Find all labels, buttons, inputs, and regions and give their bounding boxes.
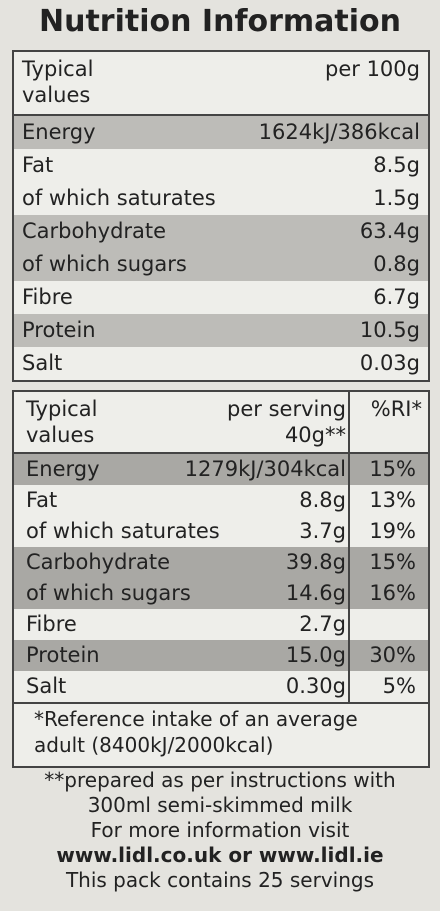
nutrient: Fat bbox=[22, 153, 54, 177]
ri: 13% bbox=[369, 488, 416, 512]
value: 0.30g bbox=[285, 674, 346, 698]
nutrient-row: Salt 0.30g 5% bbox=[14, 671, 428, 702]
value: 14.6g bbox=[285, 581, 346, 605]
note: This pack contains 25 servings bbox=[65, 868, 375, 892]
nutrient: Fat bbox=[26, 488, 58, 512]
value: 3.7g bbox=[299, 519, 346, 543]
nutrient: Fibre bbox=[26, 612, 77, 636]
value: 6.7g bbox=[373, 285, 420, 309]
note: For more information visit bbox=[90, 818, 350, 842]
value: 10.5g bbox=[359, 318, 420, 342]
nutrient-row: Carbohydrate 39.8g 15% bbox=[14, 547, 428, 578]
header-row: Typical values per serving 40g** %RI* bbox=[14, 392, 428, 452]
nutrient: of which saturates bbox=[26, 519, 220, 543]
value: 63.4g bbox=[359, 219, 420, 243]
footnote: *Reference intake of an average adult (8… bbox=[34, 707, 358, 757]
value: 1624kJ/386kcal bbox=[258, 120, 420, 144]
nutrient: Protein bbox=[22, 318, 96, 342]
value: 8.8g bbox=[299, 488, 346, 512]
value: 1.5g bbox=[373, 186, 420, 210]
rule bbox=[14, 702, 428, 704]
nutrient-row: of which saturates 1.5g bbox=[14, 182, 428, 215]
ri: 15% bbox=[369, 457, 416, 481]
table-100g: Typical values per 100g Energy 1624kJ/386kc… bbox=[12, 50, 430, 382]
nutrient: of which sugars bbox=[22, 252, 187, 276]
nutrient-row: Salt 0.03g bbox=[14, 347, 428, 380]
value: 2.7g bbox=[299, 612, 346, 636]
nutrient-row: Carbohydrate 63.4g bbox=[14, 215, 428, 248]
nutrient: Carbohydrate bbox=[22, 219, 167, 243]
nutrient-row: of which sugars 14.6g 16% bbox=[14, 578, 428, 609]
nutrient: Salt bbox=[22, 351, 63, 375]
header-row: Typical values per 100g bbox=[14, 52, 428, 114]
header-label: Typical values bbox=[26, 397, 98, 447]
ri: 19% bbox=[369, 519, 416, 543]
header-serving: per serving 40g** bbox=[227, 397, 346, 447]
value: 0.03g bbox=[359, 351, 420, 375]
ri: 16% bbox=[369, 581, 416, 605]
header-value: per 100g bbox=[325, 57, 420, 81]
rule bbox=[14, 452, 428, 454]
ri: 5% bbox=[382, 674, 416, 698]
nutrient-row: of which saturates 3.7g 19% bbox=[14, 516, 428, 547]
nutrient: Energy bbox=[26, 457, 100, 481]
note: www.lidl.co.uk or www.lidl.ie bbox=[56, 843, 384, 867]
ri: 30% bbox=[369, 643, 416, 667]
nutrient: Fibre bbox=[22, 285, 73, 309]
note: **prepared as per instructions with 300m… bbox=[44, 768, 396, 817]
table-serving: Typical values per serving 40g** %RI* Energ… bbox=[12, 390, 430, 768]
nutrient: Energy bbox=[22, 120, 96, 144]
header-ri: %RI* bbox=[370, 397, 422, 421]
nutrient-row: Protein 10.5g bbox=[14, 314, 428, 347]
nutrient: Salt bbox=[26, 674, 67, 698]
value: 39.8g bbox=[285, 550, 346, 574]
ri: 15% bbox=[369, 550, 416, 574]
rule bbox=[348, 392, 350, 704]
title: Nutrition Information bbox=[39, 4, 401, 39]
value: 15.0g bbox=[285, 643, 346, 667]
header-label: Typical values bbox=[22, 57, 94, 107]
nutrient: of which saturates bbox=[22, 186, 216, 210]
nutrient-row: Energy 1279kJ/304kcal 15% bbox=[14, 454, 428, 485]
value: 1279kJ/304kcal bbox=[184, 457, 346, 481]
nutrient-row: Fibre 2.7g bbox=[14, 609, 428, 640]
nutrient-row: Fibre 6.7g bbox=[14, 281, 428, 314]
nutrient: of which sugars bbox=[26, 581, 191, 605]
value: 8.5g bbox=[373, 153, 420, 177]
value: 0.8g bbox=[373, 252, 420, 276]
nutrient-row: of which sugars 0.8g bbox=[14, 248, 428, 281]
rule bbox=[14, 114, 428, 116]
nutrient: Carbohydrate bbox=[26, 550, 171, 574]
nutrient-row: Protein 15.0g 30% bbox=[14, 640, 428, 671]
notes: **prepared as per instructions with 300m… bbox=[0, 768, 440, 893]
nutrient-row: Energy 1624kJ/386kcal bbox=[14, 116, 428, 149]
nutrient: Protein bbox=[26, 643, 100, 667]
nutrient-row: Fat 8.5g bbox=[14, 149, 428, 182]
nutrient-row: Fat 8.8g 13% bbox=[14, 485, 428, 516]
